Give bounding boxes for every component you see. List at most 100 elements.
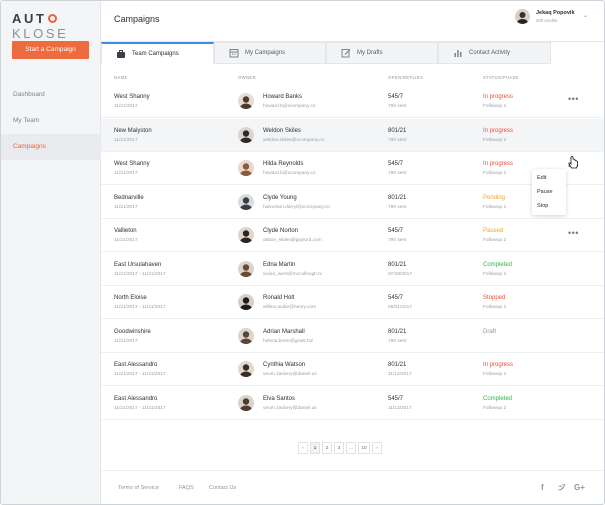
owner-name: Elva Santos xyxy=(263,395,296,402)
tab-bar: Team Campaigns My Campaigns My Drafts Co… xyxy=(101,42,604,64)
open-replies: 801/21 xyxy=(388,194,407,201)
status-label: Completed xyxy=(483,395,513,402)
phase-label: Followup 2 xyxy=(483,238,507,243)
owner-email: vivian_west@mccullough.tv xyxy=(263,271,322,277)
table-row[interactable]: East Alessandro 11/21/2017 - 11/21/2017 El… xyxy=(101,387,604,420)
twitter-icon[interactable] xyxy=(557,483,566,491)
campaign-name[interactable]: West Shanny xyxy=(114,161,150,167)
campaign-name[interactable]: East Ursulahaven xyxy=(114,261,162,268)
facebook-icon[interactable]: f xyxy=(541,483,544,492)
tab-my-drafts[interactable]: My Drafts xyxy=(326,42,438,64)
tab-team-campaigns[interactable]: Team Campaigns xyxy=(101,42,214,64)
status-label: In progress xyxy=(483,94,514,100)
pagination-page-1[interactable]: 1 xyxy=(310,442,320,454)
pagination-page-10[interactable]: 10 xyxy=(358,442,370,454)
header: Campaigns Jekaq Popovik 200 credits ⌄ xyxy=(101,1,604,42)
campaign-name[interactable]: Vallieton xyxy=(114,228,137,234)
footer-link-contact[interactable]: Contact Us xyxy=(209,485,237,491)
user-avatar[interactable] xyxy=(515,9,530,24)
campaign-name[interactable]: Bednarville xyxy=(114,194,144,201)
footer: Terms of Service FAQS Contact Us f G+ xyxy=(101,470,604,504)
sidebar: AUTKLOSE Start a Campaign Dashboard My T… xyxy=(1,1,101,504)
pagination-page-2[interactable]: 2 xyxy=(322,442,332,454)
owner-name: Adrian Marshall xyxy=(263,328,305,335)
owner-avatar xyxy=(238,327,254,344)
owner-avatar xyxy=(238,294,254,310)
phase-label: Followup 2 xyxy=(483,372,507,377)
status-label: In progress xyxy=(483,362,514,368)
sent-info: 790 sent xyxy=(388,104,407,109)
sidebar-item-my-team[interactable]: My Team xyxy=(13,117,40,124)
table-row[interactable]: New Maiyston 11/21/2017 Weldon Skiles weldo… xyxy=(101,118,604,152)
user-name[interactable]: Jekaq Popovik xyxy=(536,10,575,16)
bar-chart-icon xyxy=(454,50,462,57)
owner-avatar xyxy=(238,193,254,210)
sidebar-item-campaigns[interactable]: Campaigns xyxy=(1,134,101,160)
edit-icon xyxy=(341,49,351,58)
open-replies: 801/21 xyxy=(388,362,407,368)
owner-name: Weldon Skiles xyxy=(263,127,301,134)
pagination-page-3[interactable]: 3 xyxy=(334,442,344,454)
logo-text-right: KLOSE xyxy=(12,26,69,41)
owner-email: veum.zackery@daniel.us xyxy=(263,405,317,411)
menu-item-pause[interactable]: Pause xyxy=(537,189,553,195)
row-actions-menu: Edit Pause Stop xyxy=(532,169,566,215)
footer-link-terms[interactable]: Terms of Service xyxy=(118,485,159,491)
sent-info: 790 sent xyxy=(388,338,407,344)
campaign-name[interactable]: East Alessandro xyxy=(114,395,158,402)
status-label: In progress xyxy=(483,161,514,167)
calendar-icon xyxy=(229,49,239,58)
sent-info: 790 sent xyxy=(388,204,407,210)
campaign-name[interactable]: North Eloise xyxy=(114,295,147,301)
sent-info: 790 sent xyxy=(388,171,407,176)
sent-info: 790 sent xyxy=(388,137,407,143)
sent-info: 11/12/2017 xyxy=(388,405,412,411)
phase-label: Followup 2 xyxy=(483,405,507,411)
table-row[interactable]: East Alessandro 11/21/2017 - 11/21/2017 Cy… xyxy=(101,353,604,386)
table-row[interactable]: Vallieton 11/21/2017 Clyde Norton dalton_sk… xyxy=(101,219,604,252)
owner-name: Ronald Holt xyxy=(263,295,295,301)
column-header-name[interactable]: NAME xyxy=(114,75,128,80)
chevron-down-icon[interactable]: ⌄ xyxy=(583,13,589,19)
logo: AUTKLOSE xyxy=(12,11,100,41)
campaign-name[interactable]: Goodwinshire xyxy=(114,328,151,335)
campaign-name[interactable]: West Shanny xyxy=(114,94,150,100)
owner-email: veum.zackery@daniel.us xyxy=(263,372,317,377)
menu-item-stop[interactable]: Stop xyxy=(537,203,549,209)
sidebar-item-dashboard[interactable]: Dashboard xyxy=(13,91,45,98)
table-row[interactable]: Goodwinshire 11/21/2017 Adrian Marshall hel… xyxy=(101,320,604,353)
start-campaign-button[interactable]: Start a Campaign xyxy=(12,41,89,59)
sent-info: 790 sent xyxy=(388,238,407,243)
campaign-date: 11/21/2017 - 11/21/2017 xyxy=(114,271,166,277)
google-plus-icon[interactable]: G+ xyxy=(574,483,585,492)
table-row[interactable]: North Eloise 11/21/2017 - 11/21/2017 Ronal… xyxy=(101,286,604,319)
column-header-open-replies[interactable]: OPEN/REPLIES xyxy=(388,75,424,80)
tab-label: Contact Activity xyxy=(469,50,511,56)
owner-avatar xyxy=(238,394,254,411)
more-icon[interactable]: ••• xyxy=(568,94,579,104)
tab-my-campaigns[interactable]: My Campaigns xyxy=(214,42,326,64)
pagination-prev[interactable]: ‹ xyxy=(298,442,308,454)
table-row[interactable]: East Ursulahaven 11/21/2017 - 11/21/2017 E… xyxy=(101,253,604,286)
phase-label: Followup 2 xyxy=(483,137,507,143)
column-header-status-phase[interactable]: STATUS/PHASE xyxy=(483,75,519,80)
owner-avatar xyxy=(238,227,254,243)
table-row[interactable]: West Shanny 11/21/2017 Hilda Reynolds howar… xyxy=(101,152,604,185)
phase-label: Followup 2 xyxy=(483,271,507,277)
more-icon[interactable]: ••• xyxy=(568,228,579,238)
logo-o-icon xyxy=(47,14,57,23)
table-row[interactable]: West Shanny 11/21/2017 Howard Banks howard.… xyxy=(101,85,604,118)
phase-label: Followup 2 xyxy=(483,104,507,109)
pagination-next[interactable]: › xyxy=(372,442,382,454)
campaign-name[interactable]: New Maiyston xyxy=(114,127,152,134)
column-header-owner[interactable]: OWNER xyxy=(238,75,256,80)
open-replies: 801/21 xyxy=(388,261,407,268)
footer-link-faqs[interactable]: FAQS xyxy=(179,485,194,491)
campaign-name[interactable]: East Alessandro xyxy=(114,362,158,368)
tab-label: Team Campaigns xyxy=(132,51,179,57)
hand-cursor-icon xyxy=(568,156,578,169)
status-label: Completed xyxy=(483,261,513,268)
menu-item-edit[interactable]: Edit xyxy=(537,175,547,181)
tab-contact-activity[interactable]: Contact Activity xyxy=(438,42,551,64)
table-row[interactable]: Bednarville 11/21/2017 Clyde Young halvorso… xyxy=(101,186,604,219)
